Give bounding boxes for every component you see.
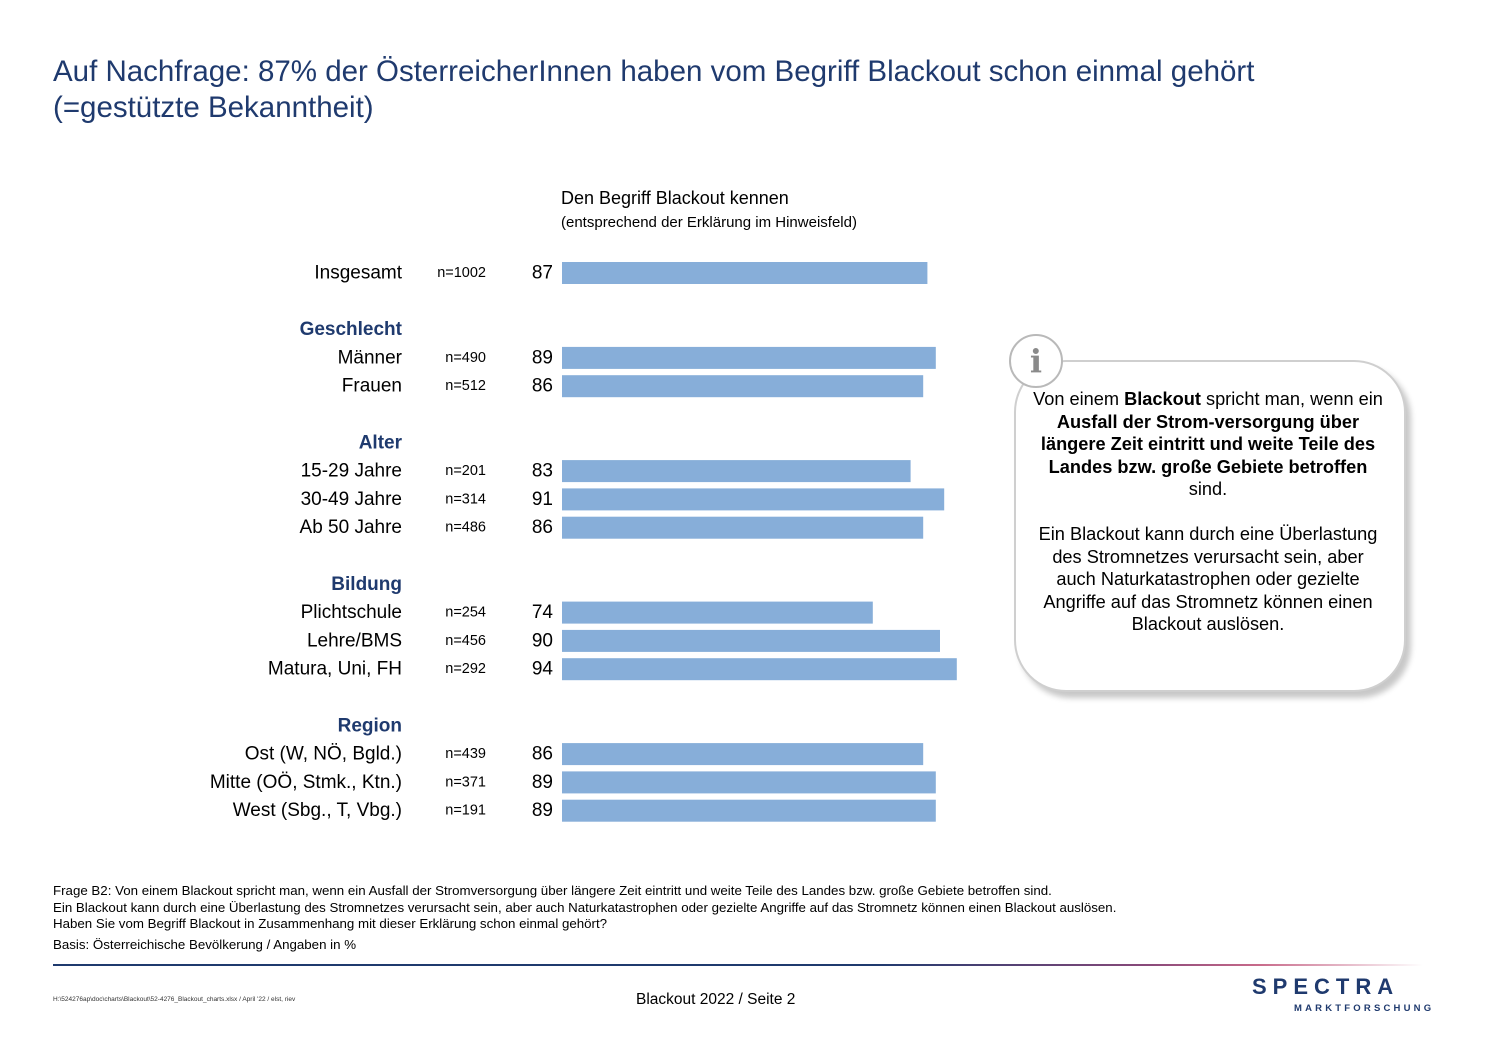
info-emphasis: Ausfall der Strom-versorgung über länger… xyxy=(1040,411,1376,477)
value-label: 74 xyxy=(532,602,554,623)
category-label: Männer xyxy=(338,347,403,368)
category-label: Frauen xyxy=(342,376,402,397)
value-label: 86 xyxy=(532,744,553,765)
value-label: 94 xyxy=(532,659,554,680)
group-header: Geschlecht xyxy=(300,319,403,340)
sample-size-label: n=292 xyxy=(445,661,486,677)
sample-size-label: n=254 xyxy=(445,605,486,621)
chart-title: Den Begriff Blackout kennen xyxy=(561,188,789,208)
info-text-run: sind. xyxy=(1188,479,1228,500)
group-header: Bildung xyxy=(331,574,402,595)
value-label: 86 xyxy=(532,376,553,397)
value-label: 89 xyxy=(532,772,553,793)
page-title: Auf Nachfrage: 87% der ÖsterreicherInnen… xyxy=(53,54,1453,126)
chart-subtitle: (entsprechend der Erklärung im Hinweisfe… xyxy=(561,214,857,231)
bar-chart: Insgesamt n=1002 87 Geschlecht Männer n=490 89… xyxy=(210,262,957,822)
bar xyxy=(562,799,936,822)
info-text: Von einem Blackout spricht man, wenn ein… xyxy=(1032,388,1384,636)
file-path: H:\524276ap\doc\charts\Blackout\52-4276_… xyxy=(53,996,296,1003)
value-label: 86 xyxy=(532,517,553,538)
category-label: 15-29 Jahre xyxy=(301,461,402,482)
bar xyxy=(562,488,945,511)
group-header: Alter xyxy=(359,432,403,453)
sample-size-label: n=486 xyxy=(445,520,486,536)
bar xyxy=(562,346,936,369)
info-paragraph-1: Von einem Blackout spricht man, wenn ein… xyxy=(1032,388,1384,501)
sample-size-label: n=314 xyxy=(445,491,486,507)
bar xyxy=(562,262,928,284)
category-label: Ab 50 Jahre xyxy=(300,517,402,538)
value-label: 87 xyxy=(532,263,553,284)
sample-size-label: n=439 xyxy=(445,746,486,762)
bar xyxy=(562,375,924,398)
value-label: 89 xyxy=(532,800,553,821)
footnote: Frage B2: Von einem Blackout spricht man… xyxy=(53,883,1116,953)
group-header: Region xyxy=(338,715,402,736)
logo-subline: MARKTFORSCHUNG xyxy=(1294,1003,1435,1014)
category-label: Matura, Uni, FH xyxy=(268,659,402,680)
bar xyxy=(562,460,911,483)
info-box xyxy=(1014,360,1406,692)
footnote-line-1: Frage B2: Von einem Blackout spricht man… xyxy=(53,883,1052,898)
bar xyxy=(562,601,873,624)
value-label: 83 xyxy=(532,461,553,482)
sample-size-label: n=191 xyxy=(445,803,486,819)
info-icon: i xyxy=(1009,334,1063,388)
category-label: Mitte (OÖ, Stmk., Ktn.) xyxy=(210,772,402,793)
category-label: Lehre/BMS xyxy=(307,630,402,651)
category-label: Ost (W, NÖ, Bgld.) xyxy=(245,744,402,765)
bar xyxy=(562,658,957,681)
sample-size-label: n=1002 xyxy=(437,265,486,281)
category-label: 30-49 Jahre xyxy=(301,489,402,510)
footnote-line-3: Haben Sie vom Begriff Blackout in Zusamm… xyxy=(53,916,608,931)
info-text-run: spricht man, wenn ein xyxy=(1200,389,1383,409)
value-label: 90 xyxy=(532,630,553,651)
value-label: 89 xyxy=(532,347,553,368)
sample-size-label: n=490 xyxy=(445,350,486,366)
info-emphasis: Blackout xyxy=(1124,389,1201,409)
bar xyxy=(562,516,924,539)
bar xyxy=(562,771,936,794)
page-title-line-1: Auf Nachfrage: 87% der ÖsterreicherInnen… xyxy=(53,55,1255,88)
bar xyxy=(562,743,924,766)
sample-size-label: n=456 xyxy=(445,633,486,649)
info-paragraph-2: Ein Blackout kann durch eine Überlastung… xyxy=(1038,523,1378,635)
spectra-logo: SPECTRA MARKTFORSCHUNG xyxy=(1252,974,1442,1014)
bar xyxy=(562,629,940,652)
chart-heading: Den Begriff Blackout kennen (entsprechen… xyxy=(561,187,857,233)
info-text-run: Von einem xyxy=(1033,389,1125,409)
footer-divider xyxy=(53,964,1423,966)
footnote-line-2: Ein Blackout kann durch eine Überlastung… xyxy=(53,899,1117,915)
category-label: Plichtschule xyxy=(301,602,402,623)
sample-size-label: n=371 xyxy=(445,774,486,790)
footnote-basis: Basis: Österreichische Bevölkerung / Ang… xyxy=(53,936,357,952)
category-label: Insgesamt xyxy=(314,263,402,284)
logo-wordmark: SPECTRA xyxy=(1252,974,1400,999)
page-number: Blackout 2022 / Seite 2 xyxy=(636,991,796,1008)
sample-size-label: n=201 xyxy=(445,463,486,479)
page-title-line-2: (=gestützte Bekanntheit) xyxy=(53,91,374,124)
value-label: 91 xyxy=(532,489,553,510)
category-label: West (Sbg., T, Vbg.) xyxy=(233,800,402,821)
sample-size-label: n=512 xyxy=(445,378,486,394)
